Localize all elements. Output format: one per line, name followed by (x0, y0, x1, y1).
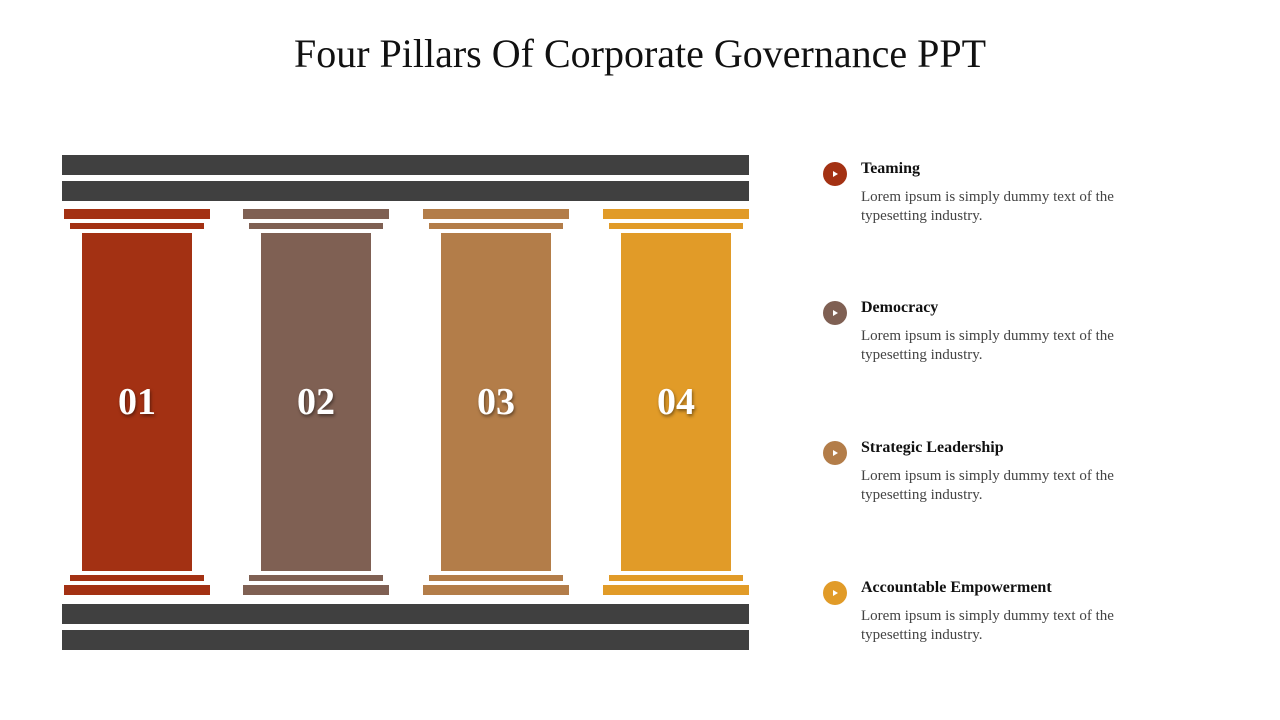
floor-bar-bottom (62, 630, 749, 650)
pillar-base (64, 585, 210, 595)
item-title: Democracy (861, 299, 939, 316)
pillar-shaft: 04 (621, 233, 731, 571)
pillar-shaft: 03 (441, 233, 551, 571)
pillar-number: 02 (297, 381, 335, 423)
item-title: Strategic Leadership (861, 439, 1004, 456)
pillar-base-ring (249, 575, 383, 581)
pillar-number: 04 (657, 381, 695, 423)
item-description: Lorem ipsum is simply dummy text of the … (861, 468, 1114, 503)
pillar-base-ring (70, 575, 204, 581)
item-description: Lorem ipsum is simply dummy text of the … (861, 608, 1114, 643)
item-description: Lorem ipsum is simply dummy text of the … (861, 189, 1114, 224)
item-title: Accountable Empowerment (861, 579, 1052, 596)
item-description: Lorem ipsum is simply dummy text of the … (861, 328, 1114, 363)
play-circle-icon (823, 581, 847, 605)
pillar-capital-ring (429, 223, 563, 229)
pillar-number: 03 (477, 381, 515, 423)
play-circle-icon (823, 301, 847, 325)
pillar-capital-ring (609, 223, 743, 229)
pillar-base (603, 585, 749, 595)
pillar-capital-top (423, 209, 569, 219)
pillar-3: 03 (423, 209, 569, 595)
pillar-capital-top (64, 209, 210, 219)
pillar-capital-top (603, 209, 749, 219)
pillar-base (243, 585, 389, 595)
pillar-number: 01 (118, 381, 156, 423)
pillar-2: 02 (243, 209, 389, 595)
pillar-capital-top (243, 209, 389, 219)
floor-bar-top (62, 604, 749, 624)
roof-bar-top (62, 155, 749, 175)
pillar-shaft: 02 (261, 233, 371, 571)
pillar-base-ring (429, 575, 563, 581)
pillar-base (423, 585, 569, 595)
roof-bar-bottom (62, 181, 749, 201)
pillar-base-ring (609, 575, 743, 581)
pillar-shaft: 01 (82, 233, 192, 571)
slide-title: Four Pillars Of Corporate Governance PPT (293, 31, 987, 76)
play-circle-icon (823, 441, 847, 465)
pillar-capital-ring (70, 223, 204, 229)
pillar-4: 04 (603, 209, 749, 595)
play-circle-icon (823, 162, 847, 186)
pillar-capital-ring (249, 223, 383, 229)
pillar-1: 01 (64, 209, 210, 595)
item-title: Teaming (861, 160, 920, 177)
